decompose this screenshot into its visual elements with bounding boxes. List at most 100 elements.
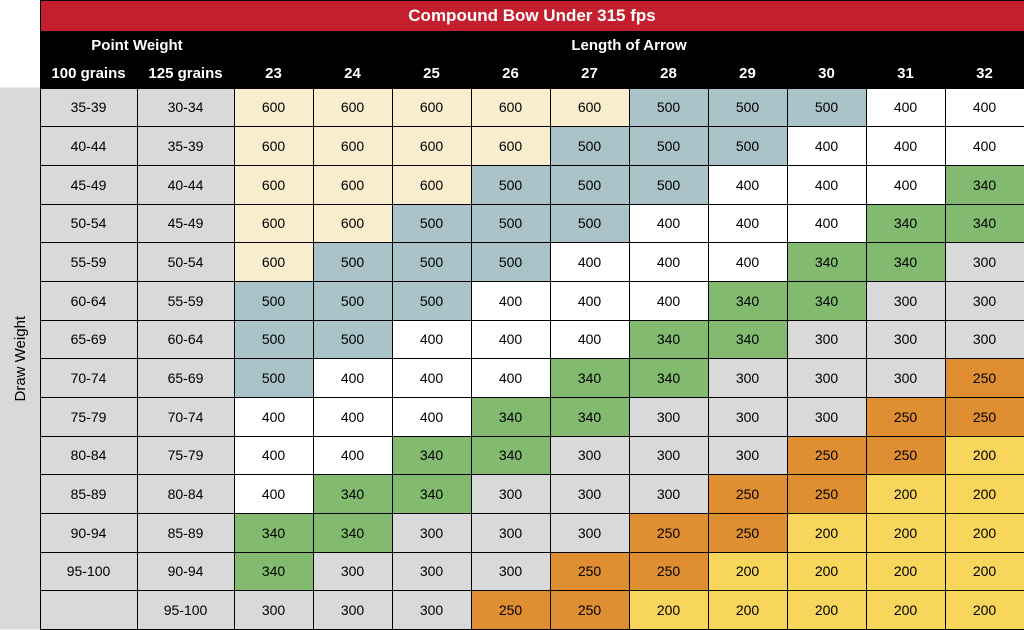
spine-value-cell: 600 — [313, 127, 392, 166]
spine-value-cell: 340 — [629, 359, 708, 398]
point-weight-cell: 85-89 — [40, 475, 137, 514]
spine-value-cell: 340 — [392, 436, 471, 475]
spine-value-cell: 300 — [866, 359, 945, 398]
spine-value-cell: 200 — [945, 591, 1024, 630]
spine-value-cell: 300 — [313, 591, 392, 630]
point-weight-cell: 70-74 — [40, 359, 137, 398]
spine-value-cell: 500 — [629, 165, 708, 204]
spine-value-cell: 500 — [471, 204, 550, 243]
spine-value-cell: 300 — [708, 359, 787, 398]
spine-value-cell: 400 — [787, 165, 866, 204]
spine-value-cell: 300 — [866, 320, 945, 359]
spine-value-cell: 500 — [234, 359, 313, 398]
spine-value-cell: 250 — [787, 436, 866, 475]
spine-value-cell: 500 — [392, 204, 471, 243]
spine-value-cell: 600 — [313, 204, 392, 243]
spine-value-cell: 300 — [945, 243, 1024, 282]
arrow-length-header: 25 — [392, 60, 471, 88]
point-weight-cell: 50-54 — [40, 204, 137, 243]
spine-value-cell: 340 — [787, 281, 866, 320]
arrow-length-header: 29 — [708, 60, 787, 88]
spine-value-cell: 500 — [708, 88, 787, 127]
spine-value-cell: 500 — [471, 165, 550, 204]
spine-value-cell: 600 — [550, 88, 629, 127]
point-weight-cell: 65-69 — [40, 320, 137, 359]
draw-weight-label: Draw Weight — [0, 88, 40, 630]
spine-value-cell: 600 — [471, 88, 550, 127]
spine-value-cell: 400 — [313, 359, 392, 398]
spine-value-cell: 300 — [550, 436, 629, 475]
spine-value-cell: 300 — [708, 397, 787, 436]
spine-value-cell: 400 — [866, 165, 945, 204]
spine-value-cell: 250 — [629, 513, 708, 552]
spine-value-cell: 340 — [629, 320, 708, 359]
spine-value-cell: 300 — [629, 475, 708, 514]
spine-value-cell: 340 — [945, 204, 1024, 243]
point-weight-cell: 75-79 — [40, 397, 137, 436]
spine-value-cell: 340 — [708, 320, 787, 359]
chart-wrapper: Compound Bow Under 315 fpsPoint WeightLe… — [0, 0, 1024, 630]
point-weight-cell: 75-79 — [137, 436, 234, 475]
spine-value-cell: 600 — [234, 243, 313, 282]
arrow-length-header: 31 — [866, 60, 945, 88]
spine-value-cell: 300 — [471, 552, 550, 591]
spine-value-cell: 250 — [866, 436, 945, 475]
point-weight-cell: 95-100 — [137, 591, 234, 630]
spine-value-cell: 600 — [234, 88, 313, 127]
spine-value-cell: 200 — [866, 591, 945, 630]
point-weight-cell: 45-49 — [137, 204, 234, 243]
point-weight-cell: 30-34 — [137, 88, 234, 127]
point-weight-col-header: 125 grains — [137, 60, 234, 88]
spine-value-cell: 400 — [945, 88, 1024, 127]
spine-value-cell: 200 — [787, 591, 866, 630]
length-of-arrow-header: Length of Arrow — [234, 31, 1024, 59]
arrow-length-header: 30 — [787, 60, 866, 88]
spine-value-cell: 200 — [945, 552, 1024, 591]
point-weight-cell: 40-44 — [137, 165, 234, 204]
spine-value-cell: 400 — [708, 204, 787, 243]
spine-value-cell: 400 — [234, 475, 313, 514]
spine-value-cell: 400 — [550, 243, 629, 282]
spine-value-cell: 300 — [708, 436, 787, 475]
spine-value-cell: 340 — [550, 359, 629, 398]
spine-value-cell: 200 — [629, 591, 708, 630]
point-weight-cell: 60-64 — [137, 320, 234, 359]
spine-value-cell: 300 — [471, 513, 550, 552]
spine-value-cell: 300 — [945, 320, 1024, 359]
spine-value-cell: 340 — [866, 243, 945, 282]
point-weight-cell: 45-49 — [40, 165, 137, 204]
spine-value-cell: 400 — [392, 320, 471, 359]
spine-value-cell: 300 — [629, 397, 708, 436]
spine-value-cell: 500 — [313, 320, 392, 359]
spine-value-cell: 400 — [392, 359, 471, 398]
spine-value-cell: 400 — [313, 436, 392, 475]
spine-value-cell: 200 — [866, 513, 945, 552]
spine-value-cell: 400 — [550, 281, 629, 320]
spine-value-cell: 500 — [471, 243, 550, 282]
spine-value-cell: 600 — [392, 165, 471, 204]
spine-value-cell: 400 — [866, 127, 945, 166]
spine-value-cell: 400 — [629, 204, 708, 243]
spine-value-cell: 250 — [866, 397, 945, 436]
point-weight-cell: 65-69 — [137, 359, 234, 398]
point-weight-cell: 55-59 — [40, 243, 137, 282]
spine-value-cell: 200 — [708, 591, 787, 630]
arrow-length-header: 26 — [471, 60, 550, 88]
spine-value-cell: 250 — [945, 397, 1024, 436]
corner-cell — [0, 31, 40, 59]
arrow-length-header: 32 — [945, 60, 1024, 88]
spine-value-cell: 250 — [550, 552, 629, 591]
spine-value-cell: 340 — [313, 513, 392, 552]
spine-value-cell: 400 — [629, 281, 708, 320]
spine-value-cell: 600 — [234, 127, 313, 166]
spine-value-cell: 300 — [787, 359, 866, 398]
point-weight-cell: 50-54 — [137, 243, 234, 282]
spine-value-cell: 250 — [629, 552, 708, 591]
chart-title: Compound Bow Under 315 fps — [40, 1, 1024, 32]
spine-value-cell: 250 — [708, 475, 787, 514]
spine-value-cell: 340 — [471, 397, 550, 436]
spine-value-cell: 300 — [945, 281, 1024, 320]
spine-value-cell: 340 — [234, 552, 313, 591]
spine-value-cell: 500 — [550, 165, 629, 204]
spine-value-cell: 500 — [392, 281, 471, 320]
